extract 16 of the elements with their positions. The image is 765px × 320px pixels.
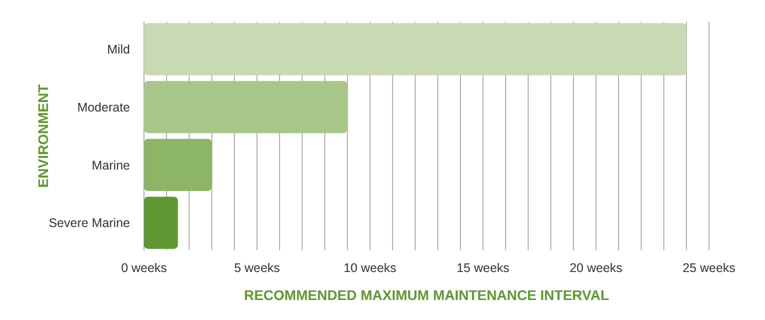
x-tick-label: 15 weeks [456, 261, 510, 275]
y-tick-label: Moderate [77, 100, 130, 114]
bar [144, 138, 212, 191]
x-tick-label: 5 weeks [234, 261, 280, 275]
y-tick-label: Mild [107, 42, 130, 57]
bar [144, 196, 178, 249]
y-tick-label: Severe Marine [48, 216, 130, 230]
x-axis-title: RECOMMENDED MAXIMUM MAINTENANCE INTERVAL [244, 287, 610, 303]
bar [144, 23, 686, 76]
x-tick-label: 20 weeks [570, 261, 622, 275]
y-tick-label: Marine [92, 158, 130, 172]
bar [144, 81, 348, 134]
x-tick-label: 10 weeks [344, 261, 396, 275]
x-tick-label: 0 weeks [121, 261, 167, 275]
y-axis-title: ENVIRONMENT [35, 84, 51, 188]
x-tick-label: 25 weeks [682, 261, 736, 275]
